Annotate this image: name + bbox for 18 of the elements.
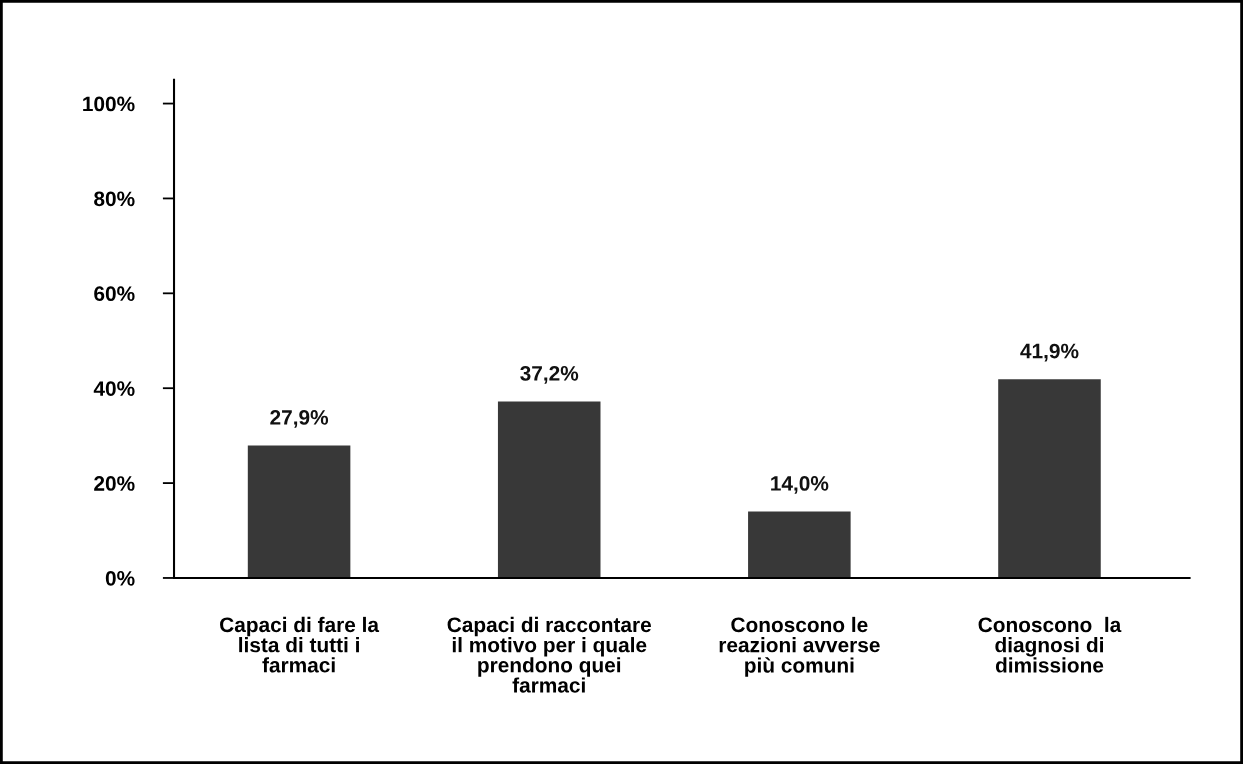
y-tick-label: 40% <box>93 381 135 396</box>
bar <box>998 379 1101 578</box>
bar <box>748 511 851 578</box>
x-tick-label: Capaci di raccontare il motivo per i quale prendono quei farmaci <box>447 616 651 693</box>
bar <box>247 445 351 578</box>
y-tick-label: 80% <box>94 191 135 207</box>
bar <box>497 401 601 578</box>
data-label: 14,0% <box>771 476 829 494</box>
y-tick-label: 0% <box>105 570 135 586</box>
x-tick-label: Capaci di fare la lista di tutti i farmaci <box>220 616 380 673</box>
x-tick-label: Conoscono la diagnosi di dimissione <box>978 616 1122 673</box>
x-tick-label: Conoscono le reazioni avverse più comuni <box>719 616 880 677</box>
data-label: 41,9% <box>1020 343 1079 362</box>
data-label: 37,2% <box>520 365 579 384</box>
y-tick-label: 100% <box>83 96 135 112</box>
y-tick-label: 60% <box>94 286 135 302</box>
data-label: 27,9% <box>270 410 329 428</box>
y-tick-label: 20% <box>94 476 135 491</box>
